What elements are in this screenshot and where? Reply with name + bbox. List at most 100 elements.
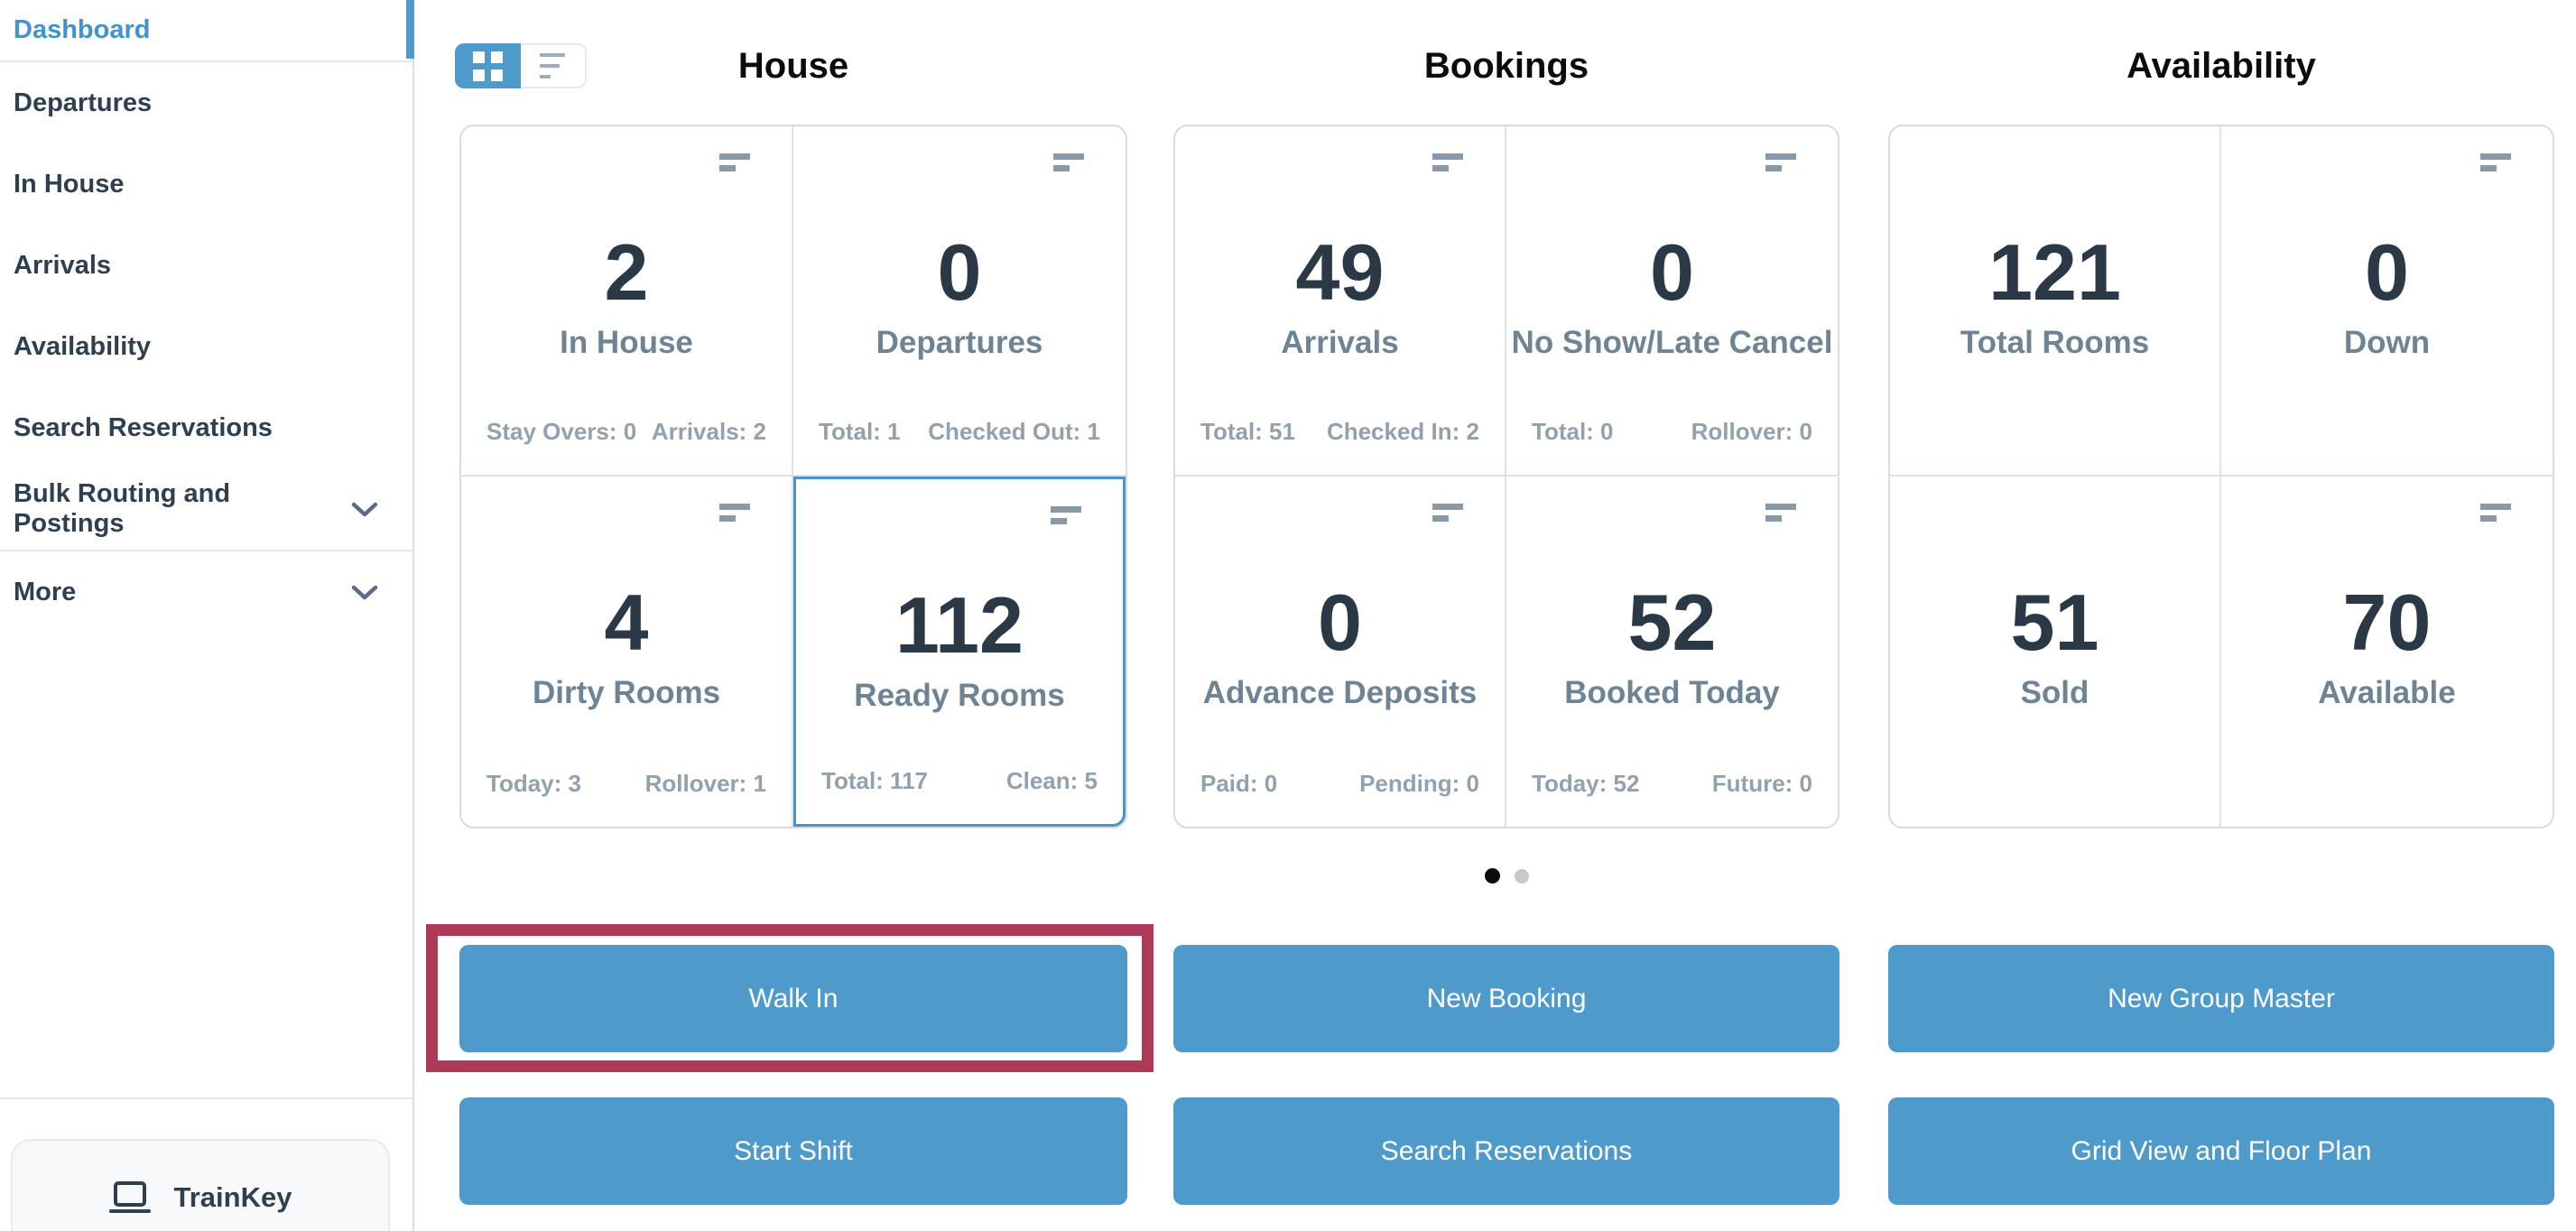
- card-stats: Total: 1 Checked Out: 1: [819, 418, 1100, 446]
- trainkey-button[interactable]: TrainKey: [11, 1139, 390, 1231]
- card-value: 121: [1988, 227, 2121, 317]
- card-value: 70: [2342, 578, 2432, 667]
- list-view-button[interactable]: [521, 43, 587, 88]
- card-stat-right: Checked In: 2: [1326, 418, 1479, 445]
- sidebar-item-label: Bulk Routing and Postings: [14, 479, 231, 538]
- chevron-down-icon: [351, 502, 378, 516]
- card-advance-deposits[interactable]: 0 Advance Deposits Paid: 0 Pending: 0: [1175, 477, 1506, 827]
- card-value: 51: [2010, 578, 2099, 667]
- menu-icon[interactable]: [1053, 153, 1084, 171]
- card-ready-rooms[interactable]: 112 Ready Rooms Total: 117 Clean: 5: [793, 477, 1126, 827]
- card-stats: Stay Overs: 0 Arrivals: 2: [486, 418, 766, 446]
- card-no-show-late-cancel[interactable]: 0 No Show/Late Cancel Total: 0 Rollover:…: [1506, 126, 1838, 477]
- card-stat-left: Total: 51: [1200, 418, 1295, 445]
- sidebar-item-label: More: [14, 577, 77, 606]
- card-label: Down: [2343, 325, 2431, 360]
- grid-view-button[interactable]: [455, 43, 521, 88]
- availability-card-grid: 121 Total Rooms 0 Down 51 Sold 70 Availa…: [1888, 125, 2554, 828]
- card-label: Booked Today: [1564, 675, 1780, 710]
- sidebar-item-label: Search Reservations: [14, 412, 273, 442]
- sidebar-item-label: In House: [14, 169, 125, 199]
- sidebar-item-arrivals[interactable]: Arrivals: [0, 225, 412, 306]
- card-value: 2: [604, 227, 649, 317]
- menu-icon[interactable]: [1432, 504, 1463, 522]
- walk-in-button[interactable]: Walk In: [459, 945, 1127, 1052]
- sidebar-item-in-house[interactable]: In House: [0, 143, 412, 225]
- card-stats: Total: 0 Rollover: 0: [1532, 418, 1812, 446]
- sidebar-item-search-reservations[interactable]: Search Reservations: [0, 387, 412, 468]
- card-stat-left: Total: 1: [819, 418, 901, 445]
- card-label: Arrivals: [1281, 325, 1399, 360]
- card-value: 112: [895, 580, 1024, 670]
- sidebar-item-availability[interactable]: Availability: [0, 306, 412, 387]
- card-total-rooms[interactable]: 121 Total Rooms: [1890, 126, 2221, 477]
- card-down[interactable]: 0 Down: [2221, 126, 2553, 477]
- card-stats: Paid: 0 Pending: 0: [1200, 770, 1479, 798]
- sidebar-item-label: Dashboard: [14, 15, 151, 44]
- card-value: 0: [937, 227, 982, 317]
- menu-icon[interactable]: [2480, 504, 2511, 522]
- card-value: 0: [1318, 578, 1362, 667]
- section-title-bookings: Bookings: [1423, 46, 1589, 86]
- menu-icon[interactable]: [1432, 153, 1463, 171]
- card-label: In House: [560, 325, 693, 360]
- card-departures[interactable]: 0 Departures Total: 1 Checked Out: 1: [793, 126, 1126, 477]
- card-label: Dirty Rooms: [532, 675, 721, 710]
- card-stats: Today: 52 Future: 0: [1532, 770, 1812, 798]
- card-stat-left: Total: 117: [821, 767, 929, 794]
- menu-icon[interactable]: [1765, 153, 1796, 171]
- card-value: 49: [1295, 227, 1385, 317]
- card-stat-right: Clean: 5: [1005, 767, 1098, 794]
- sidebar-item-bulk-routing-and-postings[interactable]: Bulk Routing and Postings: [0, 468, 412, 550]
- list-view-icon: [539, 53, 567, 79]
- sidebar-item-label: Availability: [14, 331, 152, 361]
- sidebar-item-more[interactable]: More: [0, 550, 412, 633]
- search-reservations-button[interactable]: Search Reservations: [1173, 1097, 1839, 1205]
- card-stats: Today: 3 Rollover: 1: [486, 770, 766, 798]
- card-in-house[interactable]: 2 In House Stay Overs: 0 Arrivals: 2: [461, 126, 793, 477]
- card-stat-left: Stay Overs: 0: [486, 418, 637, 445]
- card-stats: Total: 117 Clean: 5: [821, 767, 1098, 795]
- card-arrivals[interactable]: 49 Arrivals Total: 51 Checked In: 2: [1175, 126, 1506, 477]
- card-booked-today[interactable]: 52 Booked Today Today: 52 Future: 0: [1506, 477, 1838, 827]
- carousel-dot-1[interactable]: [1485, 868, 1500, 884]
- sidebar-footer-divider: [0, 1097, 412, 1099]
- card-dirty-rooms[interactable]: 4 Dirty Rooms Today: 3 Rollover: 1: [461, 477, 793, 827]
- card-sold[interactable]: 51 Sold: [1890, 477, 2221, 827]
- card-stat-left: Paid: 0: [1200, 770, 1278, 797]
- new-group-master-button[interactable]: New Group Master: [1888, 945, 2554, 1052]
- menu-icon[interactable]: [1051, 506, 1081, 524]
- card-stat-right: Rollover: 0: [1691, 418, 1812, 445]
- card-stat-right: Checked Out: 1: [928, 418, 1100, 445]
- card-label: Total Rooms: [1960, 325, 2150, 360]
- sidebar-item-dashboard[interactable]: Dashboard: [0, 0, 414, 62]
- section-title-availability: Availability: [2127, 46, 2316, 86]
- view-toggle: [455, 43, 587, 88]
- card-stats: Total: 51 Checked In: 2: [1200, 418, 1479, 446]
- menu-icon[interactable]: [719, 504, 750, 522]
- sidebar: Dashboard Departures In House Arrivals A…: [0, 0, 414, 1231]
- menu-icon[interactable]: [2480, 153, 2511, 171]
- menu-icon[interactable]: [719, 153, 750, 171]
- sidebar-item-departures[interactable]: Departures: [0, 62, 412, 143]
- house-card-grid: 2 In House Stay Overs: 0 Arrivals: 2 0 D…: [459, 125, 1127, 828]
- card-available[interactable]: 70 Available: [2221, 477, 2553, 827]
- card-stat-right: Rollover: 1: [644, 770, 766, 797]
- card-stat-right: Arrivals: 2: [651, 418, 766, 445]
- new-booking-button[interactable]: New Booking: [1173, 945, 1839, 1052]
- bookings-card-grid: 49 Arrivals Total: 51 Checked In: 2 0 No…: [1173, 125, 1839, 828]
- card-stat-left: Today: 3: [486, 770, 581, 797]
- card-value: 0: [1650, 227, 1694, 317]
- chevron-down-icon: [351, 585, 378, 599]
- menu-icon[interactable]: [1765, 504, 1796, 522]
- card-value: 4: [604, 578, 649, 667]
- carousel-dot-2[interactable]: [1515, 868, 1529, 884]
- start-shift-button[interactable]: Start Shift: [459, 1097, 1127, 1205]
- card-label: Sold: [2020, 675, 2090, 710]
- grid-view-icon: [473, 51, 503, 81]
- card-value: 52: [1627, 578, 1717, 667]
- laptop-icon: [108, 1181, 151, 1213]
- grid-view-and-floor-plan-button[interactable]: Grid View and Floor Plan: [1888, 1097, 2554, 1205]
- card-label: Advance Deposits: [1202, 675, 1478, 710]
